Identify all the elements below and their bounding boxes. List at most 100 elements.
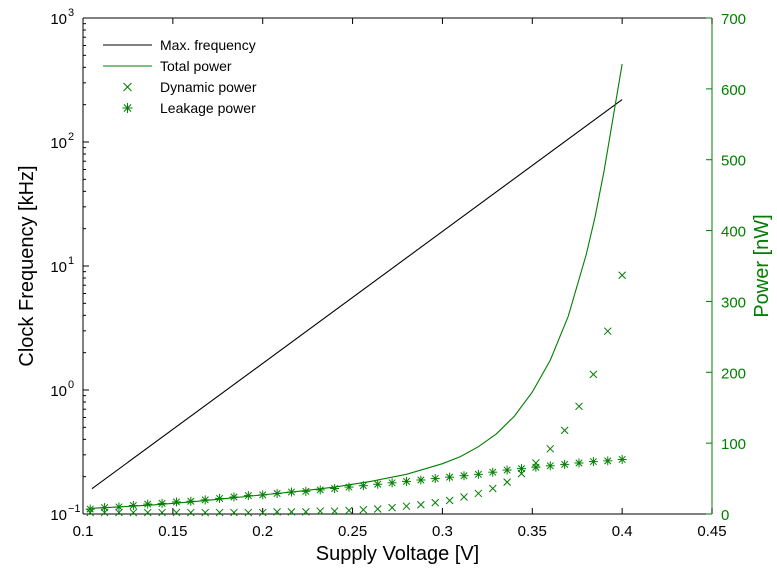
marker-stroke: [215, 508, 224, 517]
leakage-power-point: [387, 478, 397, 488]
marker-stroke: [359, 482, 367, 490]
leakage-power-point: [603, 456, 613, 466]
dynamic-power-point: [618, 271, 626, 280]
marker-stroke: [287, 488, 296, 496]
dynamic-power-point: [258, 508, 267, 517]
legend-label-max-frequency: Max. frequency: [160, 37, 256, 53]
dynamic-power-point: [575, 402, 583, 411]
y-left-tick-label: 10: [50, 259, 67, 276]
marker-stroke: [589, 457, 597, 466]
leakage-power-point: [272, 488, 282, 498]
leakage-power-point: [502, 465, 512, 475]
y-right-tick-label: 400: [721, 224, 746, 241]
marker-stroke: [158, 508, 166, 517]
marker-stroke: [359, 505, 368, 514]
leakage-power-point: [588, 457, 598, 467]
marker-stroke: [546, 462, 554, 470]
marker-stroke: [561, 460, 569, 468]
marker-stroke: [129, 501, 137, 510]
marker-stroke: [460, 493, 468, 501]
y-left-tick-base: 10: [50, 507, 67, 524]
dynamic-power-point: [273, 508, 281, 516]
dynamic-power-point: [129, 508, 138, 517]
y-left-tick-exponent: 3: [68, 7, 74, 19]
marker-stroke: [144, 500, 152, 508]
dynamic-power-point: [186, 508, 195, 517]
leakage-power-point: [517, 464, 527, 474]
marker-stroke: [575, 402, 583, 411]
leakage-power-point: [243, 491, 253, 501]
x-tick-label: 0.45: [697, 523, 726, 540]
marker-stroke: [431, 498, 440, 507]
leakage-power-point: [215, 493, 225, 503]
marker-stroke: [589, 370, 598, 379]
marker-stroke: [402, 502, 411, 511]
dynamic-power-point: [560, 426, 569, 435]
leakage-power-point: [488, 467, 498, 477]
marker-stroke: [503, 478, 511, 486]
legend-label-total-power: Total power: [160, 58, 232, 74]
legend-swatch-dynamic-power: [123, 82, 132, 92]
dynamic-power-point: [402, 502, 411, 511]
leakage-power-point: [258, 490, 268, 500]
legend-label-dynamic-power: Dynamic power: [160, 79, 257, 95]
y-left-tick-label: 10: [50, 135, 67, 152]
dynamic-power-point: [316, 507, 325, 516]
marker-stroke: [618, 271, 626, 280]
dynamic-power-point: [359, 505, 368, 514]
marker-stroke: [316, 507, 325, 516]
marker-stroke: [546, 444, 555, 453]
leakage-power-point: [114, 502, 124, 512]
leakage-power-point: [445, 472, 455, 482]
leakage-power-point: [473, 469, 483, 479]
marker-stroke: [302, 487, 310, 495]
marker-stroke: [374, 480, 382, 488]
marker-stroke: [115, 503, 123, 511]
marker-stroke: [273, 489, 281, 498]
dynamic-power-point: [460, 493, 468, 501]
dynamic-power-point: [445, 496, 454, 505]
leakage-power-point: [286, 487, 296, 497]
marker-stroke: [129, 508, 138, 517]
marker-stroke: [186, 508, 195, 517]
marker-stroke: [604, 457, 612, 465]
y-left-tick-exponent: 1: [68, 255, 74, 267]
marker-stroke: [388, 479, 396, 487]
dynamic-power-point: [589, 370, 598, 379]
x-tick-label: 0.25: [338, 523, 367, 540]
dynamic-power-point: [474, 489, 483, 498]
marker-stroke: [86, 505, 94, 513]
leakage-power-point: [401, 476, 411, 486]
marker-stroke: [417, 476, 425, 484]
marker-stroke: [244, 491, 252, 500]
marker-stroke: [230, 508, 238, 517]
marker-stroke: [345, 483, 353, 491]
leakage-power-point: [358, 481, 368, 491]
marker-stroke: [230, 493, 238, 501]
y-left-tick-exponent: 0: [68, 379, 74, 391]
legend: Max. frequency Total power Dynamic power Le…: [103, 37, 257, 116]
marker-stroke: [446, 473, 454, 481]
y-left-tick-label: 10: [50, 383, 67, 400]
dynamic-power-point: [546, 444, 555, 453]
dynamic-power-point: [330, 507, 339, 516]
max-frequency-line: [91, 99, 623, 490]
marker-stroke: [417, 500, 425, 509]
leakage-power-point: [157, 498, 167, 508]
marker-stroke: [330, 507, 339, 516]
leakage-power-point: [85, 504, 95, 514]
y-left-tick-base: 10: [50, 383, 67, 400]
y-left-tick-exponent: 2: [68, 131, 74, 143]
y-right-tick-label: 700: [721, 11, 746, 28]
leakage-power-point: [344, 482, 354, 492]
leakage-power-point: [373, 479, 383, 489]
marker-stroke: [244, 508, 253, 517]
marker-stroke: [259, 491, 267, 499]
legend-swatch-leakage-power: [122, 103, 133, 113]
dynamic-power-point: [201, 508, 210, 517]
leakage-power-point: [574, 458, 584, 468]
y-left-tick-base: 10: [50, 135, 67, 152]
dynamic-power-point: [158, 508, 166, 517]
dynamic-power-point: [230, 508, 238, 517]
